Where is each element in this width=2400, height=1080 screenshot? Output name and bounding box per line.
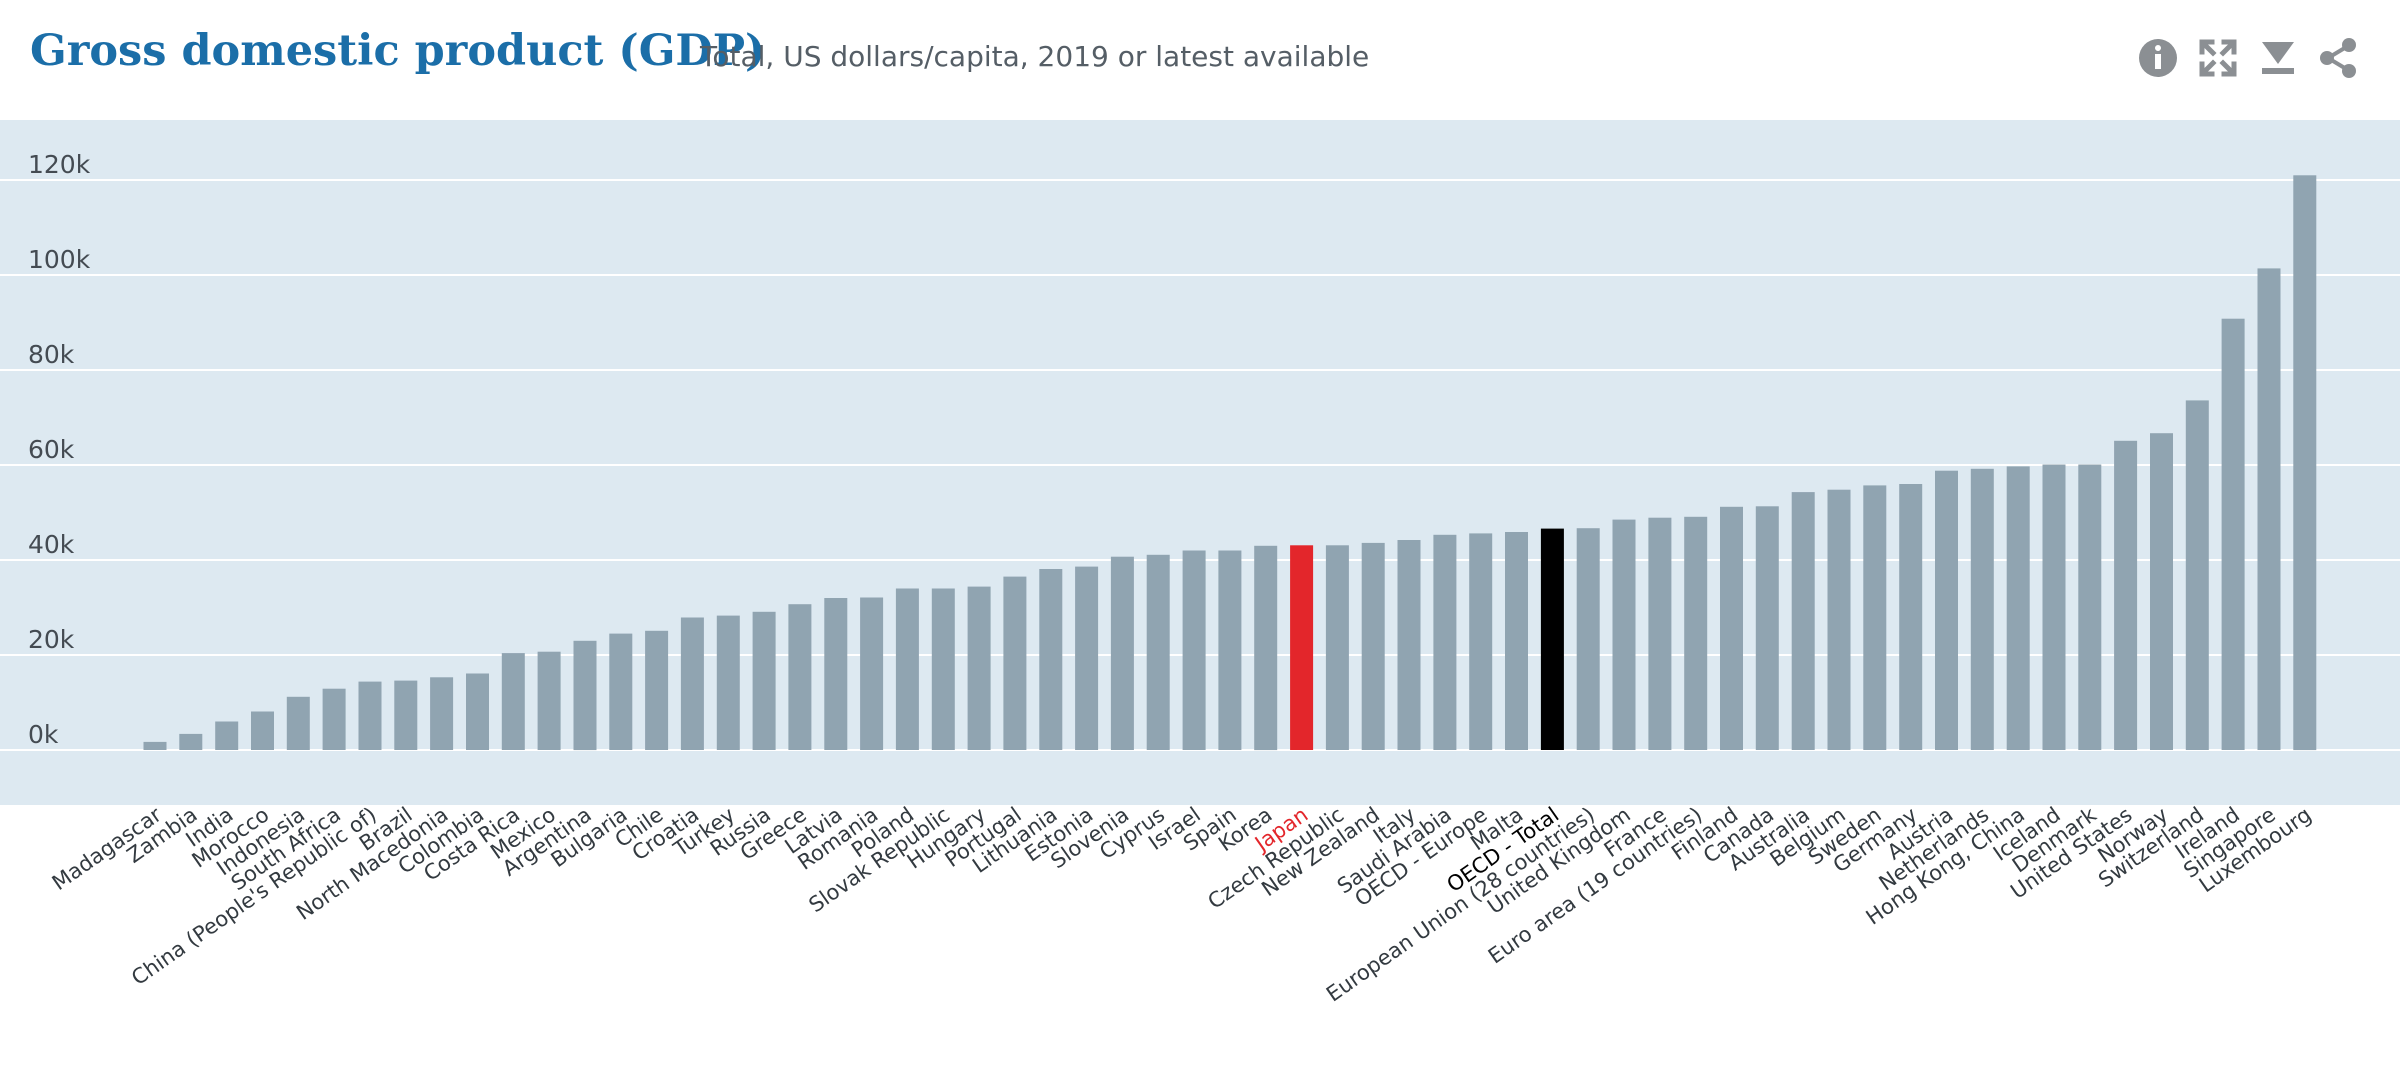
- bar[interactable]: [788, 604, 812, 750]
- bar[interactable]: [1612, 519, 1636, 750]
- bar[interactable]: [1899, 484, 1923, 750]
- bar[interactable]: [1218, 550, 1242, 751]
- bar[interactable]: [752, 611, 776, 750]
- bar[interactable]: [1935, 470, 1958, 750]
- bar[interactable]: [1361, 542, 1385, 750]
- chart-header: Gross domestic product (GDP) Total, US d…: [0, 0, 2400, 120]
- bar[interactable]: [251, 711, 274, 751]
- bar[interactable]: [1827, 489, 1851, 750]
- bar[interactable]: [2006, 466, 2030, 750]
- bar[interactable]: [1039, 569, 1063, 750]
- fullscreen-button[interactable]: [2190, 30, 2246, 86]
- bar[interactable]: [2042, 464, 2066, 751]
- bar[interactable]: [358, 681, 382, 750]
- y-tick-label: 40k: [28, 530, 75, 559]
- bar[interactable]: [1469, 533, 1493, 750]
- bar[interactable]: [466, 673, 489, 751]
- bar[interactable]: [609, 633, 633, 750]
- bar[interactable]: [1970, 468, 1994, 750]
- bars: [143, 175, 2317, 751]
- bar[interactable]: [1684, 516, 1708, 750]
- fullscreen-icon: [2199, 39, 2237, 77]
- bar[interactable]: [430, 677, 454, 750]
- bar[interactable]: [967, 586, 991, 750]
- bar[interactable]: [2150, 433, 2173, 750]
- bar[interactable]: [2293, 175, 2317, 751]
- bar[interactable]: [824, 598, 848, 750]
- bar[interactable]: [1325, 545, 1349, 750]
- y-tick-label: 20k: [28, 625, 75, 654]
- bar[interactable]: [2078, 464, 2102, 751]
- bar[interactable]: [1755, 506, 1779, 750]
- bar[interactable]: [143, 741, 167, 750]
- bar[interactable]: [1146, 554, 1170, 750]
- bar[interactable]: [895, 588, 919, 751]
- bar[interactable]: [1576, 528, 1600, 750]
- download-button[interactable]: [2250, 30, 2306, 86]
- y-tick-label: 100k: [28, 245, 91, 274]
- bar[interactable]: [501, 653, 525, 750]
- bar[interactable]: [680, 617, 704, 751]
- bar[interactable]: [179, 733, 203, 750]
- bar[interactable]: [716, 615, 740, 750]
- bar[interactable]: [2257, 268, 2281, 750]
- y-tick-label: 60k: [28, 435, 75, 464]
- bar[interactable]: [1648, 517, 1672, 750]
- download-icon: [2262, 42, 2294, 74]
- info-icon: [2139, 39, 2177, 77]
- bar[interactable]: [286, 696, 310, 750]
- bar[interactable]: [573, 640, 597, 751]
- bar[interactable]: [394, 680, 418, 750]
- bar[interactable]: [1290, 545, 1314, 750]
- info-button[interactable]: [2130, 30, 2186, 86]
- y-tick-label: 120k: [28, 150, 91, 179]
- bar[interactable]: [1182, 550, 1206, 751]
- bar[interactable]: [537, 651, 561, 750]
- bar[interactable]: [1791, 492, 1815, 750]
- bar[interactable]: [1433, 534, 1457, 750]
- share-icon: [2320, 38, 2356, 78]
- bar[interactable]: [1540, 528, 1564, 750]
- bar[interactable]: [2185, 400, 2209, 750]
- bar[interactable]: [1110, 556, 1134, 750]
- bar[interactable]: [1505, 532, 1528, 750]
- bar[interactable]: [2221, 318, 2245, 750]
- bar[interactable]: [1863, 485, 1887, 750]
- x-axis-labels: MadagascarZambiaIndiaMoroccoIndonesiaSou…: [48, 802, 2316, 1006]
- chart-subtitle: Total, US dollars/capita, 2019 or latest…: [700, 40, 1370, 73]
- bar[interactable]: [2114, 440, 2138, 750]
- bar[interactable]: [215, 721, 239, 751]
- y-axis-ticks: 0k 20k 40k 60k 80k 100k 120k: [28, 150, 91, 749]
- bar[interactable]: [645, 630, 669, 750]
- chart-title: Gross domestic product (GDP): [30, 26, 766, 76]
- y-tick-label: 0k: [28, 720, 59, 749]
- bar[interactable]: [860, 597, 884, 751]
- bar[interactable]: [1003, 576, 1027, 750]
- y-tick-label: 80k: [28, 340, 75, 369]
- chart-toolbar: [2130, 30, 2380, 90]
- bar[interactable]: [322, 688, 346, 750]
- bar[interactable]: [1254, 545, 1278, 751]
- bar[interactable]: [1397, 540, 1421, 750]
- bar[interactable]: [1075, 566, 1099, 750]
- bar[interactable]: [931, 588, 955, 751]
- bar[interactable]: [1720, 506, 1743, 750]
- share-button[interactable]: [2310, 30, 2366, 86]
